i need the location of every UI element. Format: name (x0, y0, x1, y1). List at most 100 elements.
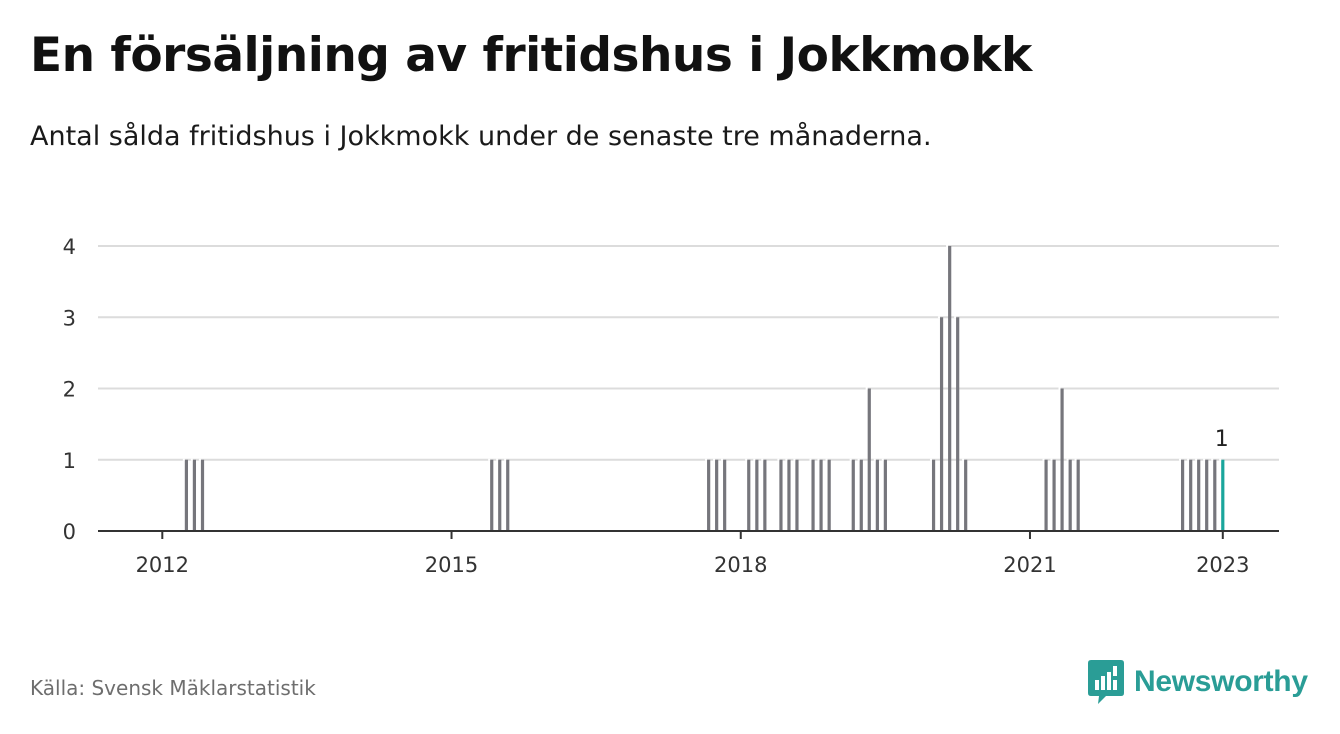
bar-cap (1058, 387, 1061, 390)
bar-cap (504, 458, 507, 461)
x-tick-label: 2018 (714, 553, 767, 577)
bar (498, 459, 502, 531)
x-tick-label: 2023 (1196, 553, 1249, 577)
bar-cap (1050, 458, 1053, 461)
bar (747, 459, 751, 531)
bar (1205, 459, 1209, 531)
y-tick-label: 4 (63, 235, 76, 259)
x-tick-label: 2021 (1003, 553, 1056, 577)
bar-cap (721, 458, 724, 461)
bar-cap (1187, 458, 1190, 461)
gridlines (98, 245, 1279, 461)
bar-cap (954, 316, 957, 319)
bar-cap (929, 458, 932, 461)
bar-cap (488, 458, 491, 461)
bar-cap (1203, 458, 1206, 461)
bar (1068, 459, 1072, 531)
chart-subtitle: Antal sålda fritidshus i Jokkmokk under … (30, 121, 932, 152)
bar-cap (825, 458, 828, 461)
bar (490, 459, 494, 531)
bar (819, 459, 823, 531)
bar-cap (1066, 458, 1069, 461)
brand-logo: Newsworthy (1088, 660, 1308, 704)
bar (723, 459, 727, 531)
bar-cap (713, 458, 716, 461)
bar (192, 459, 197, 531)
bar (827, 459, 831, 531)
bar-cap (946, 245, 949, 247)
bar (851, 459, 855, 531)
bar (931, 459, 936, 531)
bar (755, 459, 759, 531)
highlight-value-label: 1 (1215, 427, 1229, 452)
y-tick-label: 2 (63, 378, 76, 402)
bar (1044, 459, 1048, 531)
bar-cap (1178, 458, 1181, 461)
bar (1060, 388, 1064, 531)
bar (948, 246, 952, 531)
bar-cap (753, 458, 756, 461)
y-axis-ticks: 0 1 2 3 4 (63, 235, 76, 544)
data-labels: 1 (1215, 427, 1229, 452)
bar-cap (962, 458, 965, 461)
bar-cap (1074, 458, 1077, 461)
bar-cap (873, 458, 876, 461)
bar-cap (198, 458, 201, 461)
bar-cap (190, 458, 193, 461)
bar-cap (1042, 458, 1045, 461)
brand-name: Newsworthy (1134, 665, 1308, 698)
x-tick-label: 2015 (425, 553, 478, 577)
bar (956, 317, 960, 531)
bar-cap (182, 458, 185, 461)
source-note: Källa: Svensk Mäklarstatistik (30, 676, 316, 700)
bar-cap (496, 458, 499, 461)
bar-cap (857, 458, 860, 461)
bar-cap (1219, 458, 1222, 461)
bar (787, 459, 791, 531)
bar-cap (785, 458, 788, 461)
bar-cap (705, 458, 708, 461)
bar (883, 459, 887, 531)
bars (182, 245, 1225, 531)
bar (1197, 459, 1201, 531)
bar (875, 459, 879, 531)
x-tick-label: 2012 (136, 553, 189, 577)
newsworthy-bar-chart-icon (1088, 660, 1124, 704)
bar (707, 459, 711, 531)
bar-cap (777, 458, 780, 461)
bar (763, 459, 767, 531)
x-axis-ticks: 2012 2015 2018 2021 2023 (136, 531, 1250, 577)
bar-cap (1211, 458, 1214, 461)
bar (811, 459, 815, 531)
bar (939, 317, 944, 531)
y-tick-label: 3 (63, 306, 76, 330)
bar-chart: 0 1 2 3 4 2012 2015 2018 2021 2023 1 (63, 235, 1279, 577)
bar-cap (937, 316, 940, 319)
bar (184, 459, 189, 531)
bar-cap (865, 387, 868, 390)
bar (1076, 459, 1080, 531)
bar (1213, 459, 1217, 531)
bar (1180, 459, 1185, 531)
bar (964, 459, 968, 531)
bar-cap (817, 458, 820, 461)
bar (779, 459, 783, 531)
bar (200, 459, 205, 531)
bar-cap (881, 458, 884, 461)
bar-cap (793, 458, 796, 461)
y-tick-label: 0 (63, 520, 76, 544)
bar-cap (1195, 458, 1198, 461)
bar (506, 459, 510, 531)
bar-highlight (1221, 459, 1225, 531)
bar (715, 459, 719, 531)
bar (859, 459, 863, 531)
bar (1189, 459, 1193, 531)
chart-title: En försäljning av fritidshus i Jokkmokk (30, 28, 1032, 83)
bar (795, 459, 799, 531)
bar-cap (761, 458, 764, 461)
bar (867, 388, 871, 531)
bar-cap (745, 458, 748, 461)
y-tick-label: 1 (63, 449, 76, 473)
bar-cap (849, 458, 852, 461)
bar (1052, 459, 1056, 531)
